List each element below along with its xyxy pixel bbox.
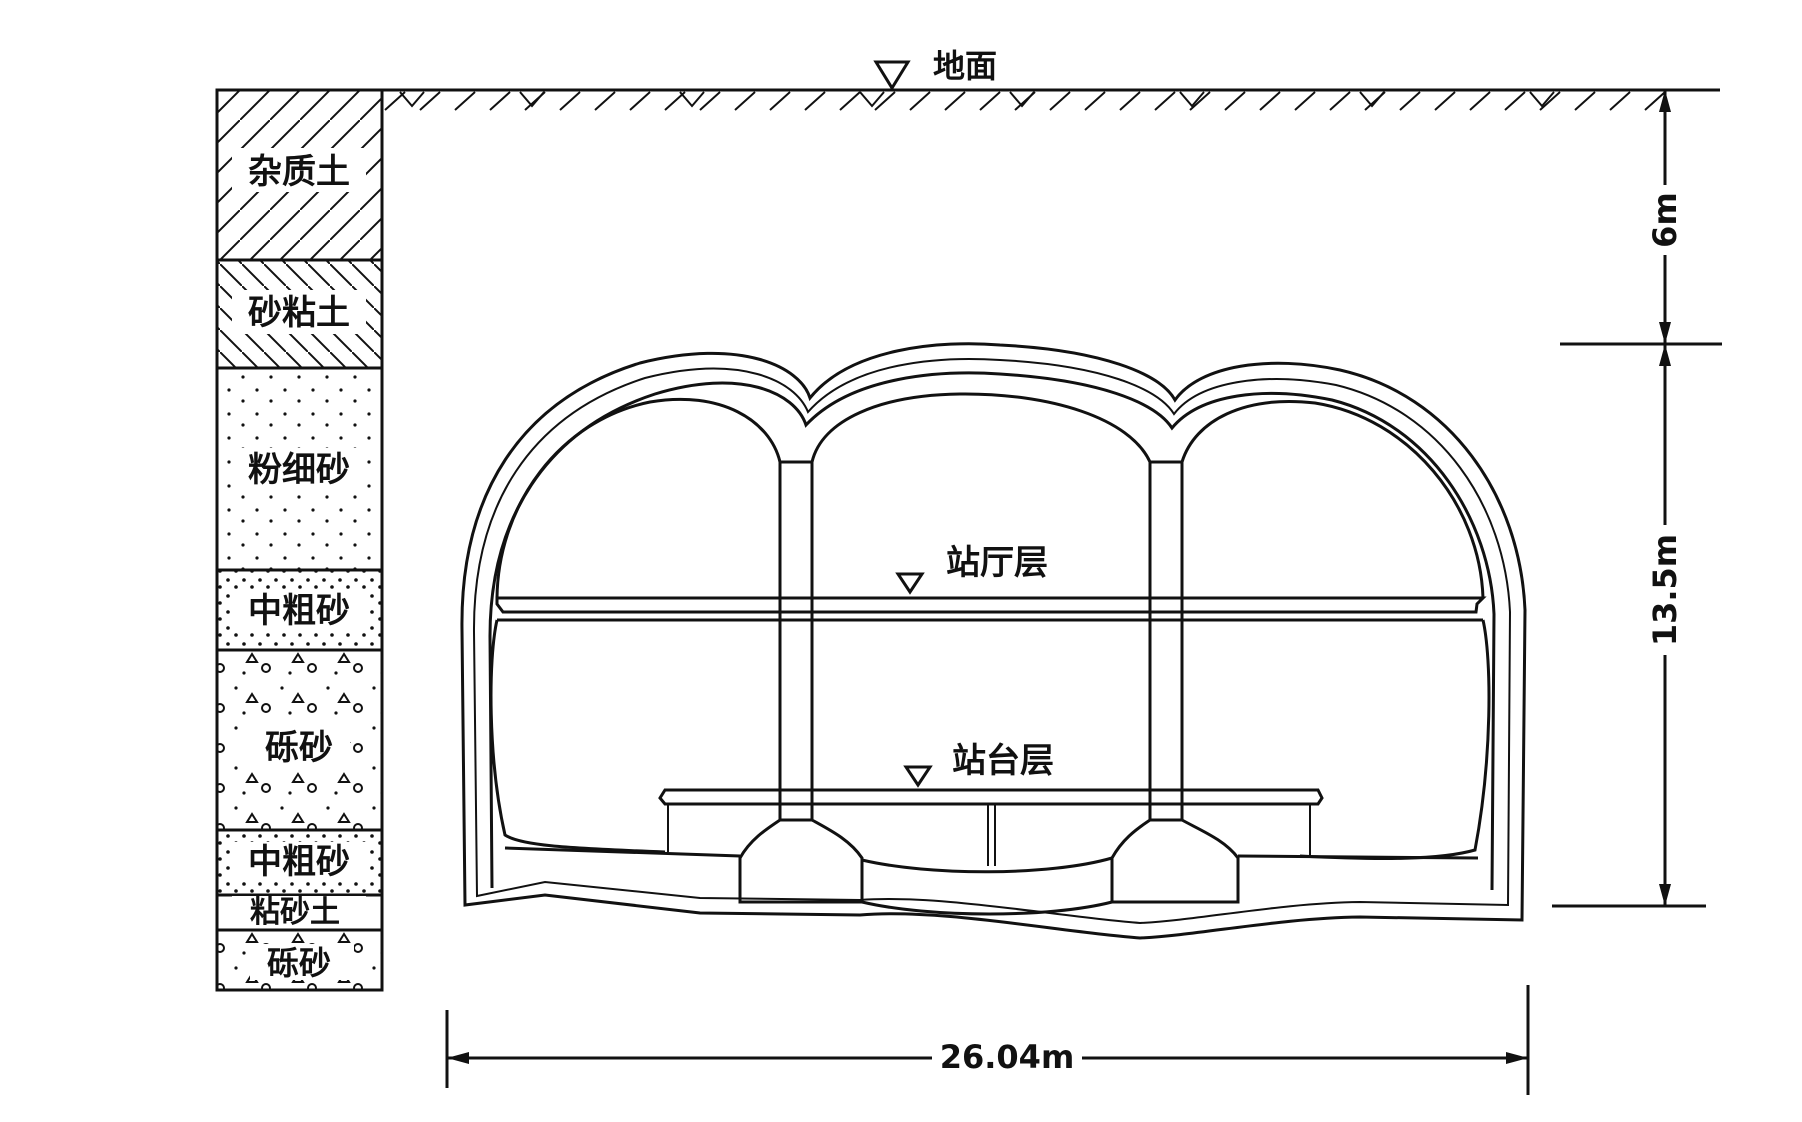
ground-level-marker-icon	[873, 60, 911, 91]
left-column	[778, 460, 814, 822]
soil-layer-1-label: 杂质土	[248, 152, 350, 192]
ground-label: 地面	[933, 47, 997, 85]
soil-layer-5-label: 砾砂	[265, 728, 333, 768]
outer-lining-inner-edge	[472, 358, 1512, 925]
right-column-base	[1110, 818, 1240, 904]
vertical-dimension	[1552, 90, 1722, 908]
platform-level-marker-icon	[903, 765, 933, 788]
invert-slab-bottom	[861, 900, 1113, 916]
soil-layer-4-label: 中粗砂	[248, 591, 350, 631]
outer-lining	[460, 342, 1527, 940]
platform-slab	[658, 788, 1324, 806]
concourse-slab	[495, 596, 1487, 614]
soil-layer-7-label: 粘砂土	[250, 895, 340, 930]
horizontal-dimension	[445, 985, 1530, 1095]
soil-layer-8-label: 砾砂	[267, 944, 331, 982]
soil-layer-2-label: 砂粘土	[248, 293, 350, 333]
right-arch	[1180, 400, 1485, 599]
platform-label: 站台层	[952, 741, 1054, 781]
right-column	[1148, 460, 1184, 822]
depth-top-label: 6m	[1646, 192, 1684, 248]
ground-surface	[217, 88, 1720, 111]
soil-column: 杂质土 砂粘土 粉细砂 中粗砂 砾砂 中粗砂 粘砂土 砾砂	[215, 88, 384, 992]
depth-structure-label: 13.5m	[1646, 534, 1684, 646]
soil-layer-3-label: 粉细砂	[248, 450, 350, 490]
station-structure	[460, 342, 1527, 940]
soil-layer-6-label: 中粗砂	[248, 842, 350, 882]
width-label: 26.04m	[940, 1038, 1075, 1076]
left-arch	[495, 397, 782, 599]
inner-lining	[488, 371, 1496, 891]
lower-right-wall	[1299, 619, 1491, 860]
middle-arch	[810, 392, 1152, 463]
concourse-level-marker-icon	[895, 572, 925, 595]
left-column-base	[738, 818, 864, 904]
concourse-label: 站厅层	[946, 543, 1048, 583]
lower-left-wall	[489, 619, 666, 854]
invert-slab	[861, 856, 1113, 874]
